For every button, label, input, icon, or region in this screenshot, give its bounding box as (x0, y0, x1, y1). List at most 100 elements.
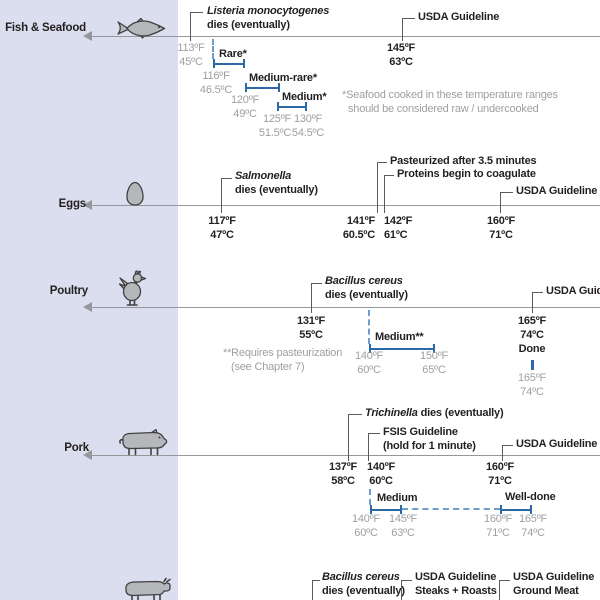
egg-icon (126, 181, 144, 206)
pork-usda-label: USDA Guideline (516, 438, 598, 450)
pork-rtemp-140f: 140ºF (351, 513, 381, 525)
eggs-usda-callout-tick (500, 192, 513, 194)
eggs-usda-callout-line (500, 192, 502, 213)
pork-trichinella-italic: Trichinella (365, 407, 418, 419)
eggs-pasteurized-label: Pasteurized after 3.5 minutes (390, 155, 537, 167)
eggs-proteins-callout-tick (384, 175, 394, 177)
pork-rtemp-165f: 165ºF (518, 513, 548, 525)
fish-listeria-callout-tick (190, 12, 203, 14)
poultry-temp-74c: 74ºC (520, 329, 544, 341)
fish-temp-46c: 46.5ºC (199, 84, 233, 96)
poultry-usda-callout-line (532, 292, 534, 313)
pork-medium-label: Medium (377, 492, 418, 504)
fish-usda-label: USDA Guideline (418, 11, 500, 23)
eggs-salmonella-label-line1: Salmonella (235, 170, 292, 182)
fish-axis-arrow-icon (83, 31, 92, 41)
pork-temp-58c: 58ºC (331, 475, 355, 487)
fish-temp-113f: 113ºF (177, 42, 205, 54)
pork-rtemp-71c: 71ºC (486, 527, 510, 539)
eggs-proteins-label: Proteins begin to coagulate (397, 168, 536, 180)
eggs-temp-47c: 47ºC (210, 229, 234, 241)
fish-icon (117, 17, 166, 39)
category-sidebar (0, 0, 178, 600)
fish-rare-label: Rare* (219, 48, 247, 60)
poultry-temp-55c: 55ºC (299, 329, 323, 341)
beef-usda-ground-callout-line (499, 580, 501, 600)
pork-well-done-label: Well-done (505, 491, 556, 503)
beef-bacillus-callout-line (312, 580, 314, 600)
pork-fsis-callout-tick (368, 433, 380, 435)
pork-rtemp-63c: 63ºC (391, 527, 415, 539)
poultry-temp-65c: 65ºC (422, 364, 446, 376)
beef-bacillus-callout-tick (312, 580, 320, 582)
pork-temp-71c: 71ºC (488, 475, 512, 487)
fish-footnote-line1: *Seafood cooked in these temperature ran… (342, 89, 558, 101)
eggs-salmonella-label-line2: dies (eventually) (235, 184, 318, 196)
row-label-eggs: Eggs (58, 198, 87, 210)
pork-rtemp-160f: 160ºF (483, 513, 513, 525)
fish-usda-callout-line (402, 18, 404, 41)
poultry-medium-range-bar (369, 344, 435, 353)
pork-usda-callout-tick (502, 445, 513, 447)
chicken-icon (118, 270, 147, 306)
poultry-temp-165f-gray: 165ºF (517, 372, 547, 384)
eggs-temp-61c: 61ºC (384, 229, 408, 241)
fish-footnote-line2: should be considered raw / undercooked (348, 103, 539, 115)
poultry-temp-140f: 140ºF (354, 350, 384, 362)
eggs-temp-141f: 141ºF (346, 215, 375, 227)
eggs-salmonella-callout-line (221, 178, 223, 213)
pork-range-connector-dashed (402, 508, 500, 510)
fish-usda-callout-tick (402, 18, 415, 20)
poultry-medium-dashed-line (368, 310, 370, 344)
pork-temp-60c: 60ºC (369, 475, 393, 487)
eggs-axis (88, 204, 600, 206)
eggs-temp-117f: 117ºF (208, 215, 236, 227)
pork-temp-160f: 160ºF (485, 461, 515, 473)
row-label-poultry: Poultry (49, 285, 88, 297)
pork-temp-137f: 137ºF (328, 461, 358, 473)
beef-usda-ground-label-line1: USDA Guideline (513, 571, 595, 583)
beef-bacillus-label-line1: Bacillus cereus (322, 571, 400, 583)
fish-rare-range-bar (213, 59, 245, 68)
pork-rtemp-74c: 74ºC (521, 527, 545, 539)
eggs-axis-arrow-icon (83, 200, 92, 210)
poultry-usda-callout-tick (532, 292, 543, 294)
fish-listeria-label-line2: dies (eventually) (207, 19, 290, 31)
fish-rare-dashed-line (212, 39, 214, 59)
fish-temp-49c: 49ºC (233, 108, 257, 120)
row-label-fish: Fish & Seafood (5, 22, 86, 34)
fish-temp-63c: 63ºC (389, 56, 413, 68)
pig-icon (119, 428, 168, 456)
poultry-bacillus-label-line1: Bacillus cereus (325, 275, 403, 287)
eggs-temp-142f: 142ºF (384, 215, 413, 227)
fish-temp-45c: 45ºC (179, 56, 203, 68)
pork-fsis-callout-line (368, 433, 370, 461)
beef-usda-steaks-label-line2: Steaks + Roasts (415, 585, 497, 597)
pork-rtemp-60c: 60ºC (354, 527, 378, 539)
eggs-temp-71c: 71ºC (489, 229, 513, 241)
poultry-temp-60c: 60ºC (357, 364, 381, 376)
pork-trichinella-callout-tick (348, 414, 362, 416)
pork-fsis-label-line2: (hold for 1 minute) (383, 440, 476, 452)
poultry-temp-131f: 131ºF (296, 315, 326, 327)
fish-temp-51c: 51.5ºC (258, 127, 292, 139)
eggs-pasteurized-callout-line (377, 162, 379, 213)
fish-temp-54c: 54.5ºC (291, 127, 325, 139)
fish-listeria-label-line1: Listeria monocytogenes (207, 5, 330, 17)
eggs-temp-160f: 160ºF (486, 215, 516, 227)
beef-usda-steaks-callout-tick (401, 580, 412, 582)
poultry-axis (88, 306, 600, 308)
pork-axis-arrow-icon (83, 450, 92, 460)
fish-medium-rare-range-bar (245, 83, 280, 92)
beef-usda-steaks-callout-line (401, 580, 403, 600)
beef-usda-steaks-label-line1: USDA Guideline (415, 571, 497, 583)
poultry-footnote-line2: (see Chapter 7) (231, 361, 305, 373)
pork-well-done-range-bar (500, 505, 532, 514)
poultry-medium-label: Medium** (375, 331, 424, 343)
row-label-pork: Pork (64, 442, 89, 454)
fish-medium-label: Medium* (282, 91, 327, 103)
fish-temp-116f: 116ºF (202, 70, 230, 82)
poultry-done-label: Done (518, 343, 546, 355)
eggs-salmonella-callout-tick (221, 178, 232, 180)
beef-bacillus-label-line2: dies (eventually) (322, 585, 405, 597)
